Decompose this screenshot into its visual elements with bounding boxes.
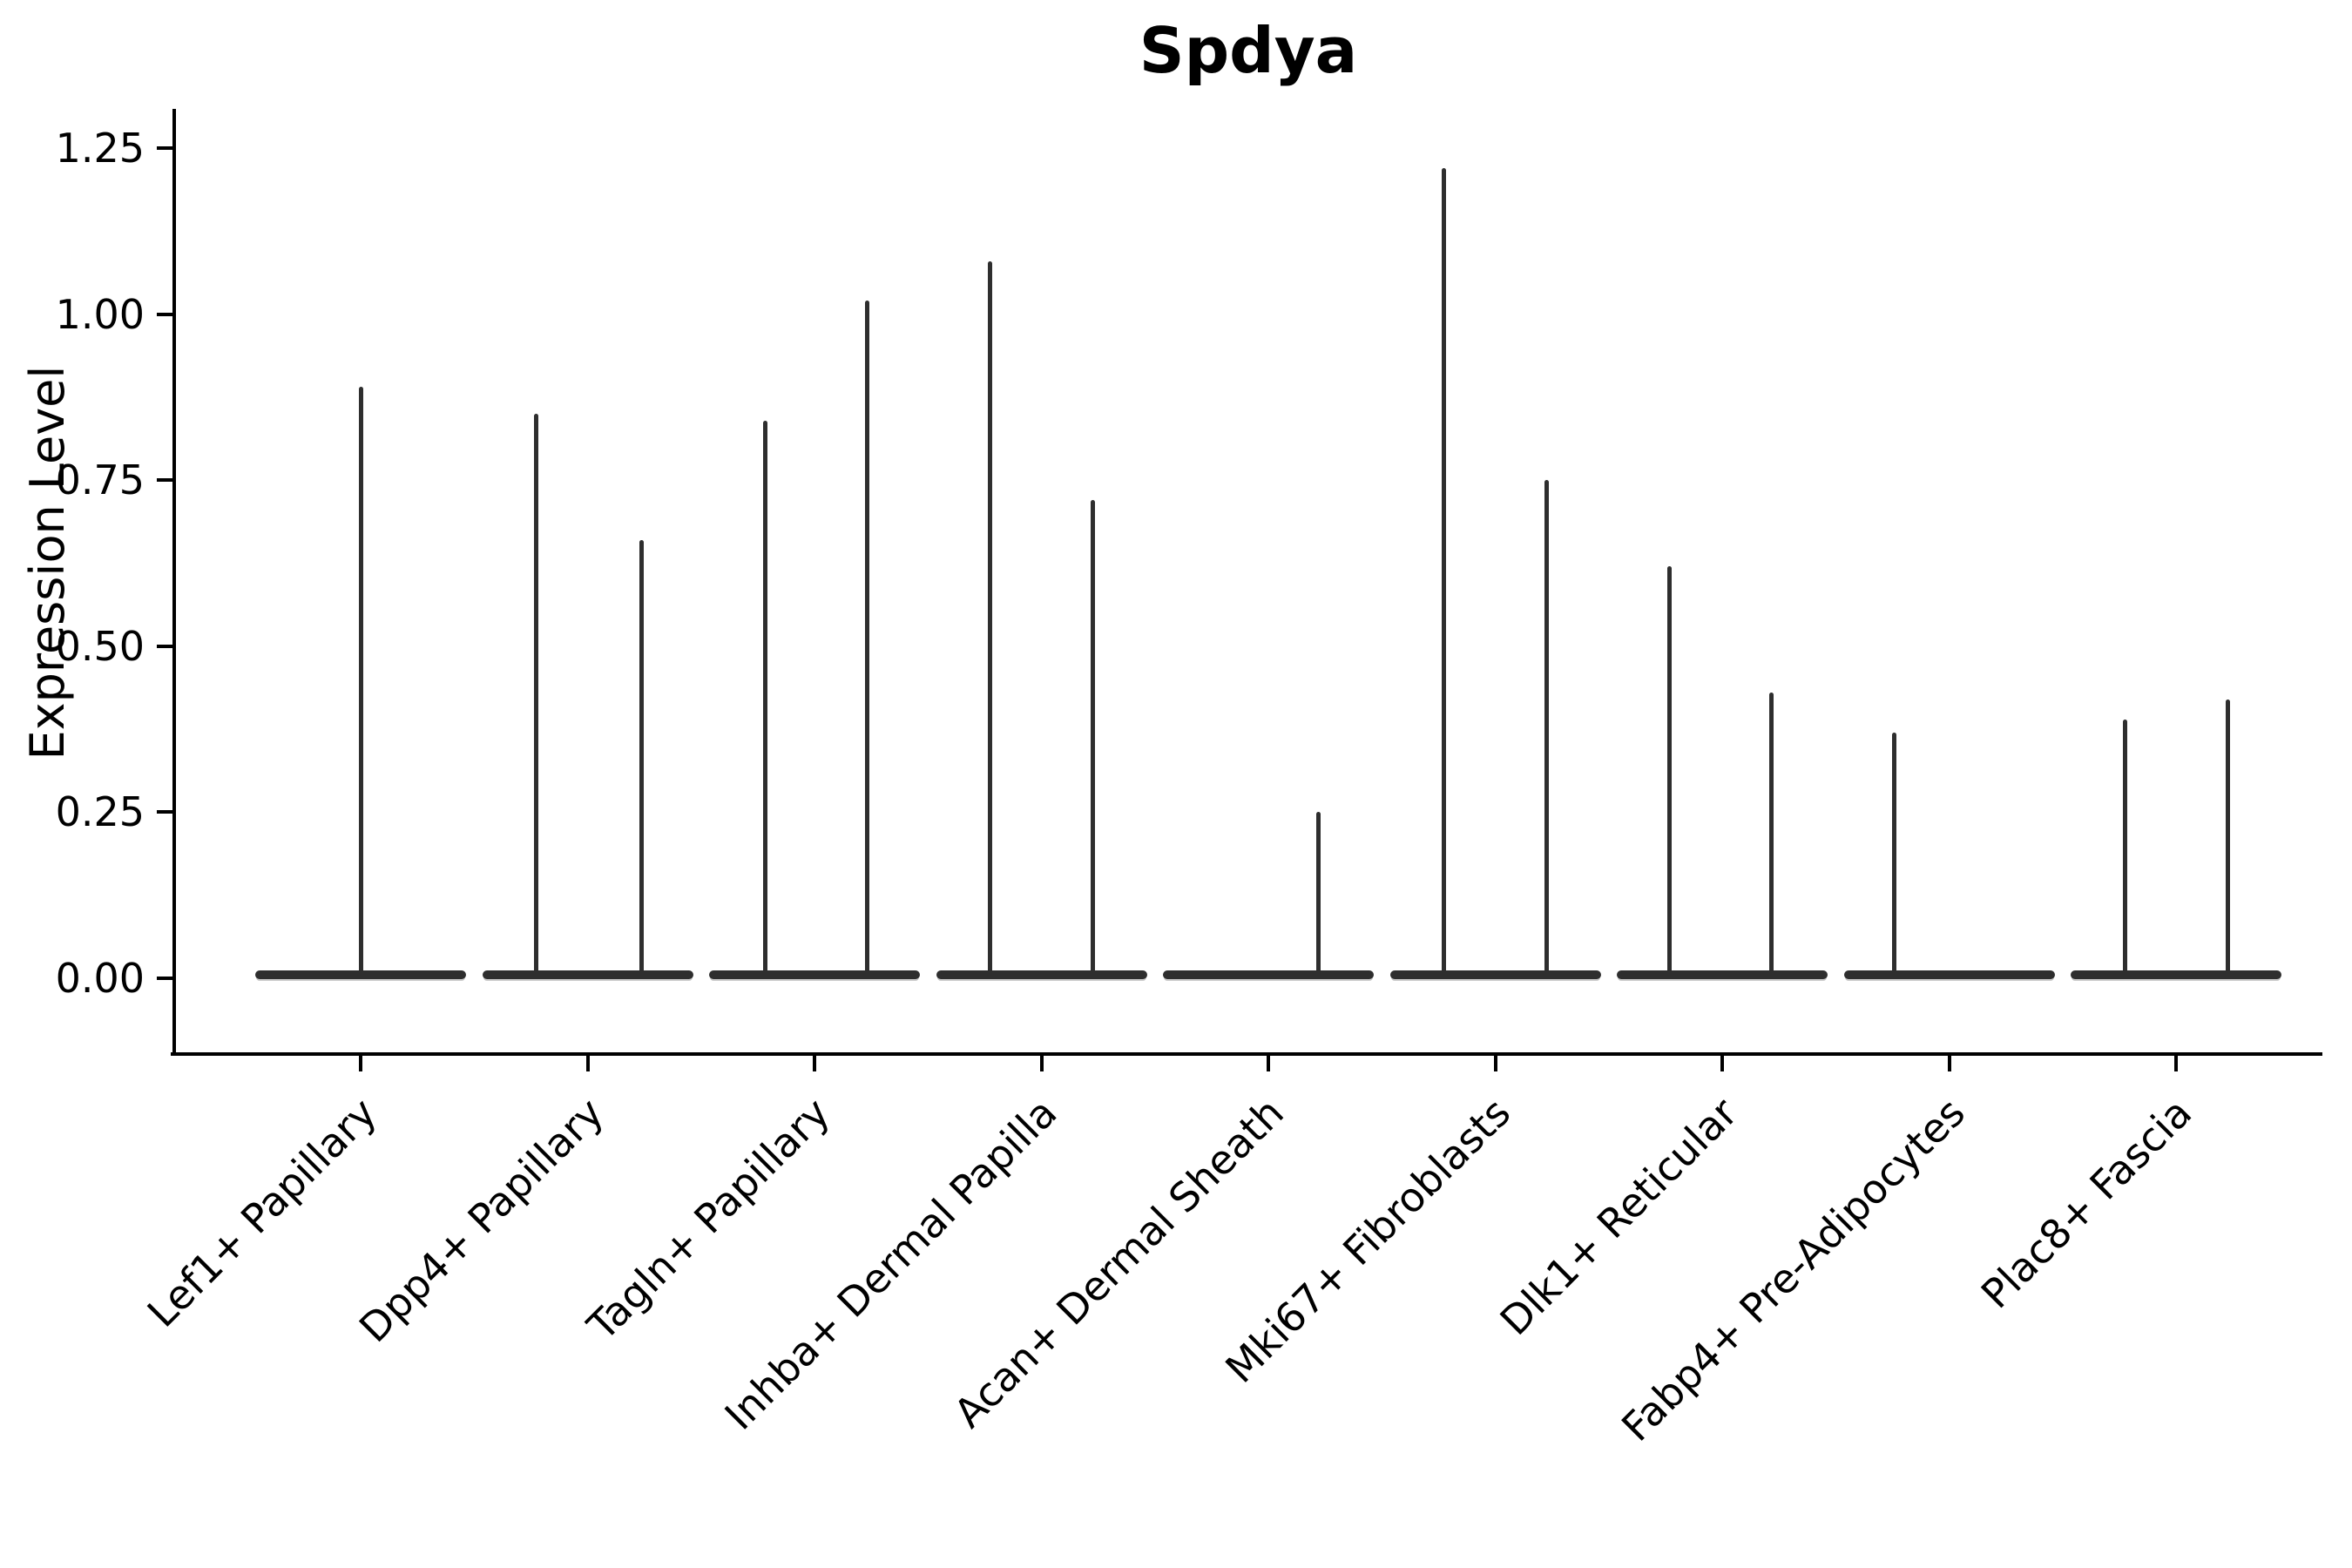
violin-spike <box>1441 167 1446 978</box>
violin-spike <box>1667 566 1672 978</box>
violin-base <box>482 970 693 979</box>
violin-spike <box>359 387 363 978</box>
violin-spike <box>2123 719 2127 978</box>
violin-spike <box>1090 500 1095 978</box>
x-tick-label-text: Dlk1+ Reticular <box>1490 1089 1747 1345</box>
x-tick-label-text: Lef1+ Papillary <box>138 1089 386 1336</box>
violin-base <box>1617 970 1828 979</box>
y-tick <box>157 644 174 648</box>
y-tick <box>157 478 174 483</box>
violin-base <box>255 970 466 979</box>
violin-spike <box>639 539 644 978</box>
x-tick <box>585 1054 590 1071</box>
y-tick-label: 0.50 <box>55 622 145 670</box>
violin-base <box>709 970 920 979</box>
violin-base <box>1163 970 1374 979</box>
violin-spike <box>1769 693 1774 978</box>
y-tick-label: 0.00 <box>55 955 145 1002</box>
violin-spike <box>533 413 538 978</box>
violin-base <box>1843 970 2055 979</box>
violin-spike <box>1544 480 1549 978</box>
violin-spike <box>763 420 767 978</box>
x-axis-line <box>171 1052 2322 1056</box>
x-tick <box>1493 1054 1497 1071</box>
x-tick <box>1720 1054 1724 1071</box>
x-tick <box>359 1054 362 1071</box>
y-tick <box>157 312 174 316</box>
y-tick-label: 0.75 <box>55 456 145 504</box>
y-axis-label: Expression Level <box>20 365 75 760</box>
violin-spike <box>1891 732 1896 978</box>
x-tick <box>2174 1054 2178 1071</box>
violin-spike <box>865 301 869 978</box>
violin-spike <box>2226 699 2230 978</box>
x-tick <box>1947 1054 1951 1071</box>
y-tick-label: 1.00 <box>55 290 145 338</box>
y-tick <box>157 977 174 980</box>
y-tick-label: 1.25 <box>55 125 145 172</box>
x-tick <box>813 1054 816 1071</box>
x-tick-label-text: Tagln+ Papillary <box>578 1089 840 1349</box>
violin-spike <box>987 260 992 978</box>
x-tick-label-text: Plac8+ Fascia <box>1971 1089 2201 1318</box>
y-tick <box>157 810 174 814</box>
chart-title: Spdya <box>1139 14 1358 87</box>
y-tick <box>157 146 174 150</box>
violin-base <box>1389 970 1601 979</box>
y-axis-line <box>172 109 176 1056</box>
x-tick <box>1039 1054 1044 1071</box>
violin-spike <box>1316 812 1321 978</box>
y-tick-label: 0.25 <box>55 788 145 836</box>
violin-base <box>936 970 1147 979</box>
violin-base <box>2071 970 2281 979</box>
x-tick-label-text: Dpp4+ Papillary <box>349 1089 612 1352</box>
x-tick <box>1267 1054 1270 1071</box>
